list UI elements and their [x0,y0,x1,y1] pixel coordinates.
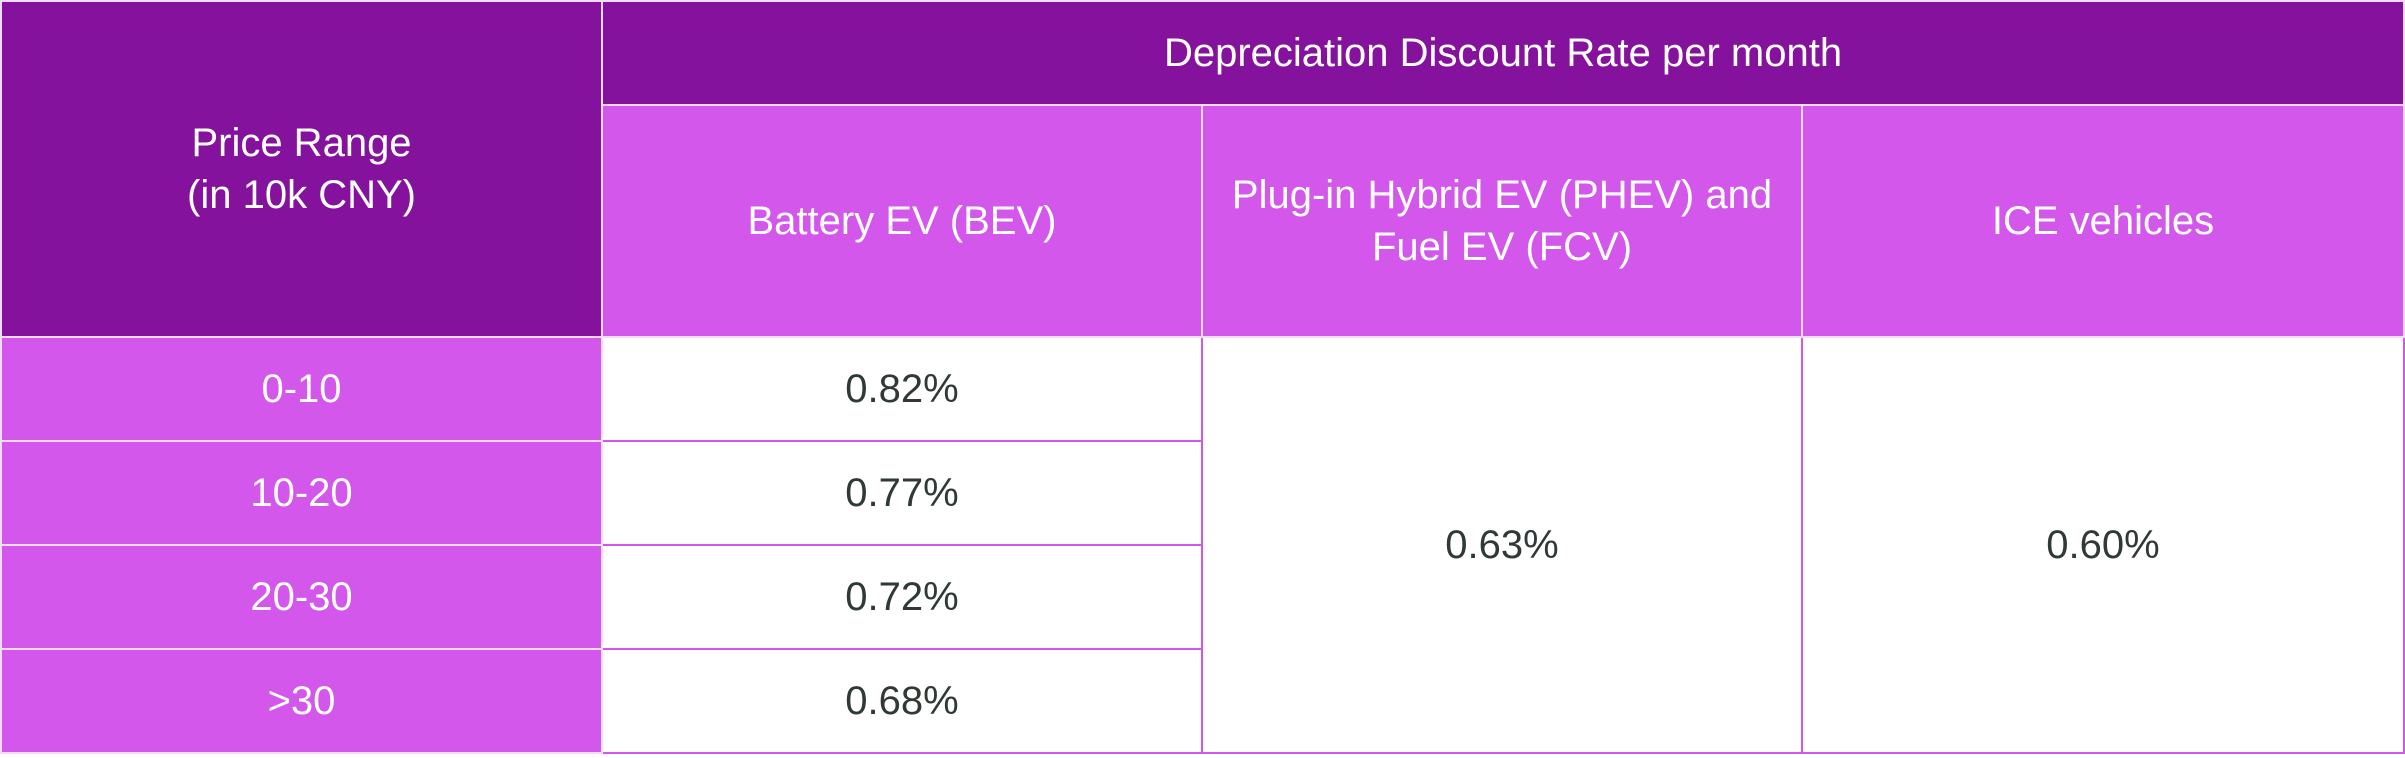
phev-rate: 0.63% [1201,336,1803,754]
column-header: Plug-in Hybrid EV (PHEV) and Fuel EV (FC… [1201,104,1803,338]
bev-rate: 0.77% [601,440,1203,546]
price-range: >30 [0,648,603,754]
bev-rate: 0.68% [601,648,1203,754]
price-range: 20-30 [0,544,603,650]
price-range: 10-20 [0,440,603,546]
column-header: ICE vehicles [1800,104,2405,338]
bev-rate: 0.82% [601,336,1203,442]
ice-rate: 0.60% [1800,336,2405,754]
column-header: Battery EV (BEV) [601,104,1203,338]
row-header: Price Range (in 10k CNY) [0,0,603,338]
price-range: 0-10 [0,336,603,442]
group-header: Depreciation Discount Rate per month [600,0,2405,106]
bev-rate: 0.72% [601,544,1203,650]
